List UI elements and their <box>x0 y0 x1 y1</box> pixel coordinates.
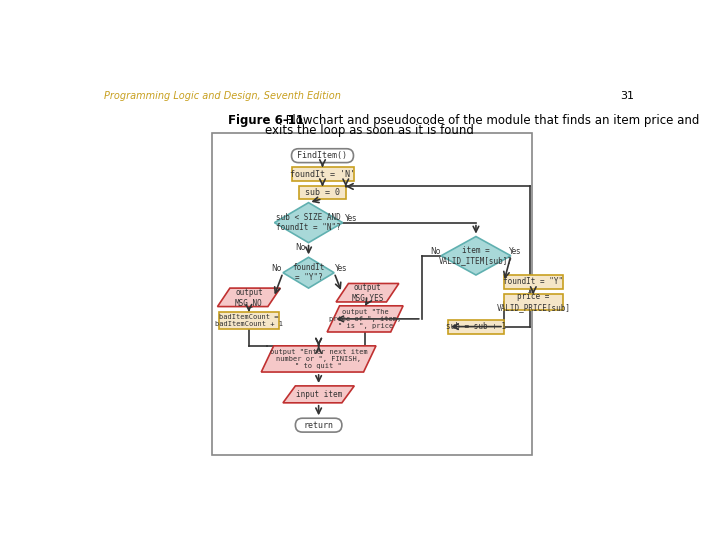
Polygon shape <box>441 237 510 275</box>
Text: Yes: Yes <box>335 264 347 273</box>
Text: output
MSG_NO: output MSG_NO <box>235 288 263 307</box>
Text: sub < SIZE AND
foundIt = "N"?: sub < SIZE AND foundIt = "N"? <box>276 213 341 232</box>
Text: No: No <box>271 264 282 273</box>
Text: No: No <box>431 247 441 255</box>
Text: output
MSG_YES: output MSG_YES <box>351 283 384 302</box>
Text: badItemCount =
badItemCount + 1: badItemCount = badItemCount + 1 <box>215 314 283 327</box>
Text: input item: input item <box>295 390 342 399</box>
Text: No: No <box>296 243 306 252</box>
Text: output "The
price of ", item,
" is ", price: output "The price of ", item, " is ", pr… <box>329 309 401 329</box>
Text: sub = 0: sub = 0 <box>305 188 340 197</box>
Bar <box>300 186 346 199</box>
Text: exits the loop as soon as it is found: exits the loop as soon as it is found <box>264 124 474 137</box>
Text: price =
VALID_PRICE[sub]: price = VALID_PRICE[sub] <box>496 292 570 312</box>
Bar <box>504 294 563 309</box>
FancyBboxPatch shape <box>292 148 354 163</box>
Text: Figure 6-11: Figure 6-11 <box>228 114 304 127</box>
Polygon shape <box>217 288 280 307</box>
Bar <box>292 167 354 181</box>
Bar <box>219 312 279 329</box>
Bar <box>212 133 532 455</box>
Polygon shape <box>283 257 334 288</box>
Text: Yes: Yes <box>508 247 521 255</box>
Polygon shape <box>283 386 354 403</box>
Text: Yes: Yes <box>345 214 357 224</box>
Text: foundIt
= "Y"?: foundIt = "Y"? <box>292 263 325 282</box>
Text: Programming Logic and Design, Seventh Edition: Programming Logic and Design, Seventh Ed… <box>104 91 341 100</box>
Polygon shape <box>261 346 376 372</box>
Text: return: return <box>304 421 333 430</box>
FancyBboxPatch shape <box>295 418 342 432</box>
Text: foundIt = "Y": foundIt = "Y" <box>503 278 563 286</box>
Polygon shape <box>274 202 343 242</box>
Text: foundIt = 'N': foundIt = 'N' <box>290 170 355 179</box>
Text: item =
VALID_ITEM[sub]?: item = VALID_ITEM[sub]? <box>439 246 513 266</box>
Text: sub = sub + 1: sub = sub + 1 <box>446 322 506 331</box>
Bar <box>504 275 563 289</box>
Text: 31: 31 <box>620 91 634 100</box>
Polygon shape <box>327 306 403 332</box>
Polygon shape <box>336 284 399 302</box>
Bar <box>448 320 504 334</box>
Text: FindItem(): FindItem() <box>297 151 348 160</box>
Text: output "Enter next item
number or ", FINISH,
" to quit ": output "Enter next item number or ", FIN… <box>270 349 367 369</box>
Text: Flowchart and pseudocode of the module that finds an item price and: Flowchart and pseudocode of the module t… <box>282 114 700 127</box>
